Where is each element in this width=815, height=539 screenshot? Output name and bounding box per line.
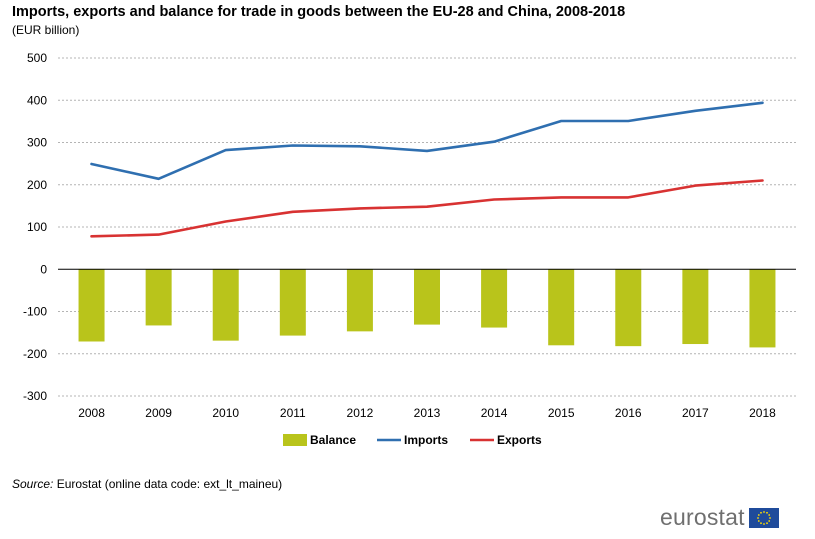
x-tick-label: 2017	[682, 406, 709, 420]
x-tick-label: 2008	[78, 406, 105, 420]
balance-bar	[481, 269, 508, 328]
balance-bar	[682, 269, 709, 345]
legend-swatch-balance	[283, 434, 307, 446]
balance-bar	[279, 269, 306, 336]
y-axis-ticks: 500 400 300 200 100 0 -100 -200 -300	[23, 51, 47, 403]
eu-flag-icon	[748, 507, 779, 528]
imports-line	[90, 101, 764, 181]
exports-line	[90, 179, 764, 238]
chart-subtitle: (EUR billion)	[12, 23, 80, 37]
chart-area: 500 400 300 200 100 0 -100 -200 -300 2008 2009 201…	[23, 51, 796, 447]
x-tick-label: 2011	[280, 406, 306, 420]
balance-bar	[212, 269, 239, 341]
x-tick-label: 2018	[749, 406, 776, 420]
bar-series	[78, 269, 776, 348]
balance-bar	[749, 269, 776, 348]
balance-bar	[145, 269, 172, 326]
y-tick-label: 0	[40, 262, 47, 276]
balance-bar	[615, 269, 642, 347]
legend-label: Balance	[310, 433, 356, 447]
balance-bar	[414, 269, 440, 325]
y-tick-label: 400	[27, 93, 47, 107]
logo-text: eurostat	[660, 504, 745, 530]
y-tick-label: 200	[27, 178, 47, 192]
balance-bar	[346, 269, 373, 332]
legend-label: Imports	[404, 433, 448, 447]
legend: Balance Imports Exports	[283, 433, 542, 447]
gridlines	[58, 57, 796, 397]
balance-bar	[548, 269, 575, 346]
legend-label: Exports	[497, 433, 542, 447]
x-axis-ticks: 2008 2009 2010 2011 2012 2013 2014 2015 2016 2017…	[78, 406, 776, 420]
source-text: Eurostat (online data code: ext_lt_maine…	[56, 477, 283, 491]
x-tick-label: 2012	[347, 406, 374, 420]
source-note: Source: Eurostat (online data code: ext_…	[12, 477, 282, 491]
y-tick-label: -300	[23, 389, 47, 403]
y-tick-label: -200	[23, 347, 47, 361]
chart-title: Imports, exports and balance for trade i…	[12, 4, 626, 20]
eurostat-logo: eurostat	[660, 504, 779, 531]
x-tick-label: 2013	[414, 406, 441, 420]
balance-bar	[78, 269, 105, 342]
line-series	[90, 101, 764, 238]
y-tick-label: 300	[27, 136, 47, 150]
y-tick-label: -100	[23, 305, 47, 319]
x-tick-label: 2014	[481, 406, 508, 420]
source-label: Source:	[12, 477, 54, 491]
x-tick-label: 2010	[212, 406, 239, 420]
x-tick-label: 2015	[548, 406, 575, 420]
x-tick-label: 2016	[615, 406, 642, 420]
y-tick-label: 100	[27, 220, 47, 234]
x-tick-label: 2009	[145, 406, 172, 420]
y-tick-label: 500	[27, 51, 47, 65]
